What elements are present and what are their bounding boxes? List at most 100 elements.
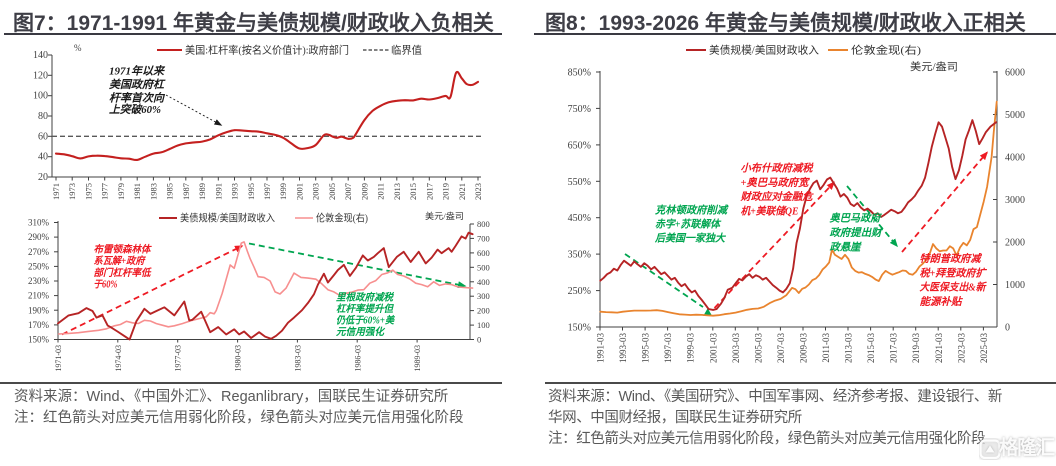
svg-text:250%: 250% [28,261,50,271]
svg-text:1995-03: 1995-03 [641,333,651,363]
svg-text:150%: 150% [28,335,50,345]
svg-text:0: 0 [1005,323,1010,334]
svg-text:500: 500 [477,262,490,272]
svg-text:1971: 1971 [51,183,61,200]
svg-text:仍低于60%+美: 仍低于60%+美 [336,314,396,326]
svg-text:600: 600 [477,248,490,258]
svg-text:1989-03: 1989-03 [413,345,422,372]
svg-text:250%: 250% [568,286,591,297]
svg-text:大医保支出&新: 大医保支出&新 [920,281,988,294]
svg-text:美元/盎司: 美元/盎司 [425,211,464,221]
svg-text:60: 60 [38,131,48,142]
svg-text:270%: 270% [28,247,50,257]
svg-text:650%: 650% [568,140,591,151]
svg-text:3000: 3000 [1005,195,1025,206]
svg-text:2009-03: 2009-03 [798,333,808,363]
svg-text:2011: 2011 [376,183,386,200]
svg-text:150%: 150% [568,323,591,334]
svg-text:1997-03: 1997-03 [663,333,673,363]
svg-text:财政应对金融危: 财政应对金融危 [740,190,814,203]
svg-text:2017-03: 2017-03 [889,333,899,363]
svg-text:2005-03: 2005-03 [753,333,763,363]
svg-text:210%: 210% [28,291,50,301]
svg-text:200: 200 [477,306,490,316]
svg-text:上突破60%: 上突破60% [109,103,161,116]
svg-text:550%: 550% [568,177,591,188]
svg-text:1995: 1995 [246,183,256,200]
svg-text:140: 140 [33,50,48,61]
svg-text:伦敦金现(右): 伦敦金现(右) [316,212,368,225]
svg-text:1985: 1985 [165,183,175,200]
svg-text:美元/盎司: 美元/盎司 [910,60,958,73]
svg-text:5000: 5000 [1005,110,1025,121]
svg-text:1979: 1979 [116,183,126,200]
svg-text:1983: 1983 [148,183,158,200]
svg-text:后美国一家独大: 后美国一家独大 [654,232,726,245]
svg-text:系瓦解+政府: 系瓦解+政府 [94,255,147,267]
svg-text:1000: 1000 [1005,280,1025,291]
svg-text:2007: 2007 [343,183,353,200]
svg-text:750%: 750% [568,104,591,115]
svg-text:2023-03: 2023-03 [956,333,966,363]
svg-text:里根政府减税: 里根政府减税 [336,291,395,303]
svg-text:1993-03: 1993-03 [618,333,628,363]
svg-text:2001: 2001 [294,183,304,200]
svg-text:120: 120 [33,70,48,81]
svg-text:170%: 170% [28,320,50,330]
svg-text:杆率首次向: 杆率首次向 [109,91,166,104]
svg-text:伦敦金现(右): 伦敦金现(右) [851,44,922,57]
svg-text:2025-03: 2025-03 [979,333,989,363]
svg-text:2009: 2009 [359,183,369,200]
svg-text:100: 100 [477,320,490,330]
svg-text:0: 0 [477,335,481,345]
svg-text:230%: 230% [28,276,50,286]
svg-text:2000: 2000 [1005,238,1025,249]
svg-text:2003-03: 2003-03 [731,333,741,363]
svg-text:2019-03: 2019-03 [911,333,921,363]
svg-text:2015: 2015 [408,183,418,200]
svg-text:1983-03: 1983-03 [293,345,302,372]
svg-text:1981: 1981 [132,183,142,200]
svg-text:政悬崖: 政悬崖 [830,241,862,254]
svg-text:税+拜登政府扩: 税+拜登政府扩 [920,266,988,279]
svg-text:%: % [74,43,82,53]
svg-text:190%: 190% [28,305,50,315]
svg-text:1997: 1997 [262,183,272,200]
svg-text:美债规模/美国财政收入: 美债规模/美国财政收入 [709,44,820,57]
svg-text:能源补贴: 能源补贴 [920,295,964,308]
svg-text:机+美联储QE: 机+美联储QE [741,204,799,217]
svg-text:2013: 2013 [392,183,402,200]
svg-text:1991: 1991 [213,183,223,200]
svg-text:850%: 850% [568,68,591,79]
svg-text:2015-03: 2015-03 [866,333,876,363]
svg-text:1989: 1989 [197,183,207,200]
svg-text:2021-03: 2021-03 [934,333,944,363]
svg-text:800: 800 [477,219,490,229]
svg-text:310%: 310% [28,218,50,228]
svg-text:40: 40 [38,152,48,163]
svg-text:290%: 290% [28,232,50,242]
svg-text:于60%: 于60% [94,280,118,291]
svg-text:1987: 1987 [181,183,191,200]
svg-text:2003: 2003 [311,183,321,200]
svg-text:杠杆率提升但: 杠杆率提升但 [336,303,394,315]
svg-text:临界值: 临界值 [391,44,422,57]
svg-text:1999-03: 1999-03 [686,333,696,363]
svg-text:400: 400 [477,277,490,287]
svg-text:2023: 2023 [473,183,483,200]
svg-text:450%: 450% [568,213,591,224]
svg-text:1999: 1999 [278,183,288,200]
svg-text:20: 20 [38,172,48,183]
svg-text:美国政府杠: 美国政府杠 [109,78,166,91]
svg-text:1977-03: 1977-03 [174,345,183,372]
svg-text:2011-03: 2011-03 [821,333,831,363]
svg-text:2007-03: 2007-03 [776,333,786,363]
svg-text:2017: 2017 [424,183,434,200]
svg-text:1977: 1977 [100,183,110,200]
svg-text:部门杠杆率低: 部门杠杆率低 [94,267,153,279]
svg-text:赤字+苏联解体: 赤字+苏联解体 [655,218,721,231]
svg-text:+奥巴马政府宽: +奥巴马政府宽 [741,176,810,189]
svg-text:2021: 2021 [457,183,467,200]
svg-text:1973: 1973 [67,183,77,200]
svg-text:100: 100 [33,91,48,102]
